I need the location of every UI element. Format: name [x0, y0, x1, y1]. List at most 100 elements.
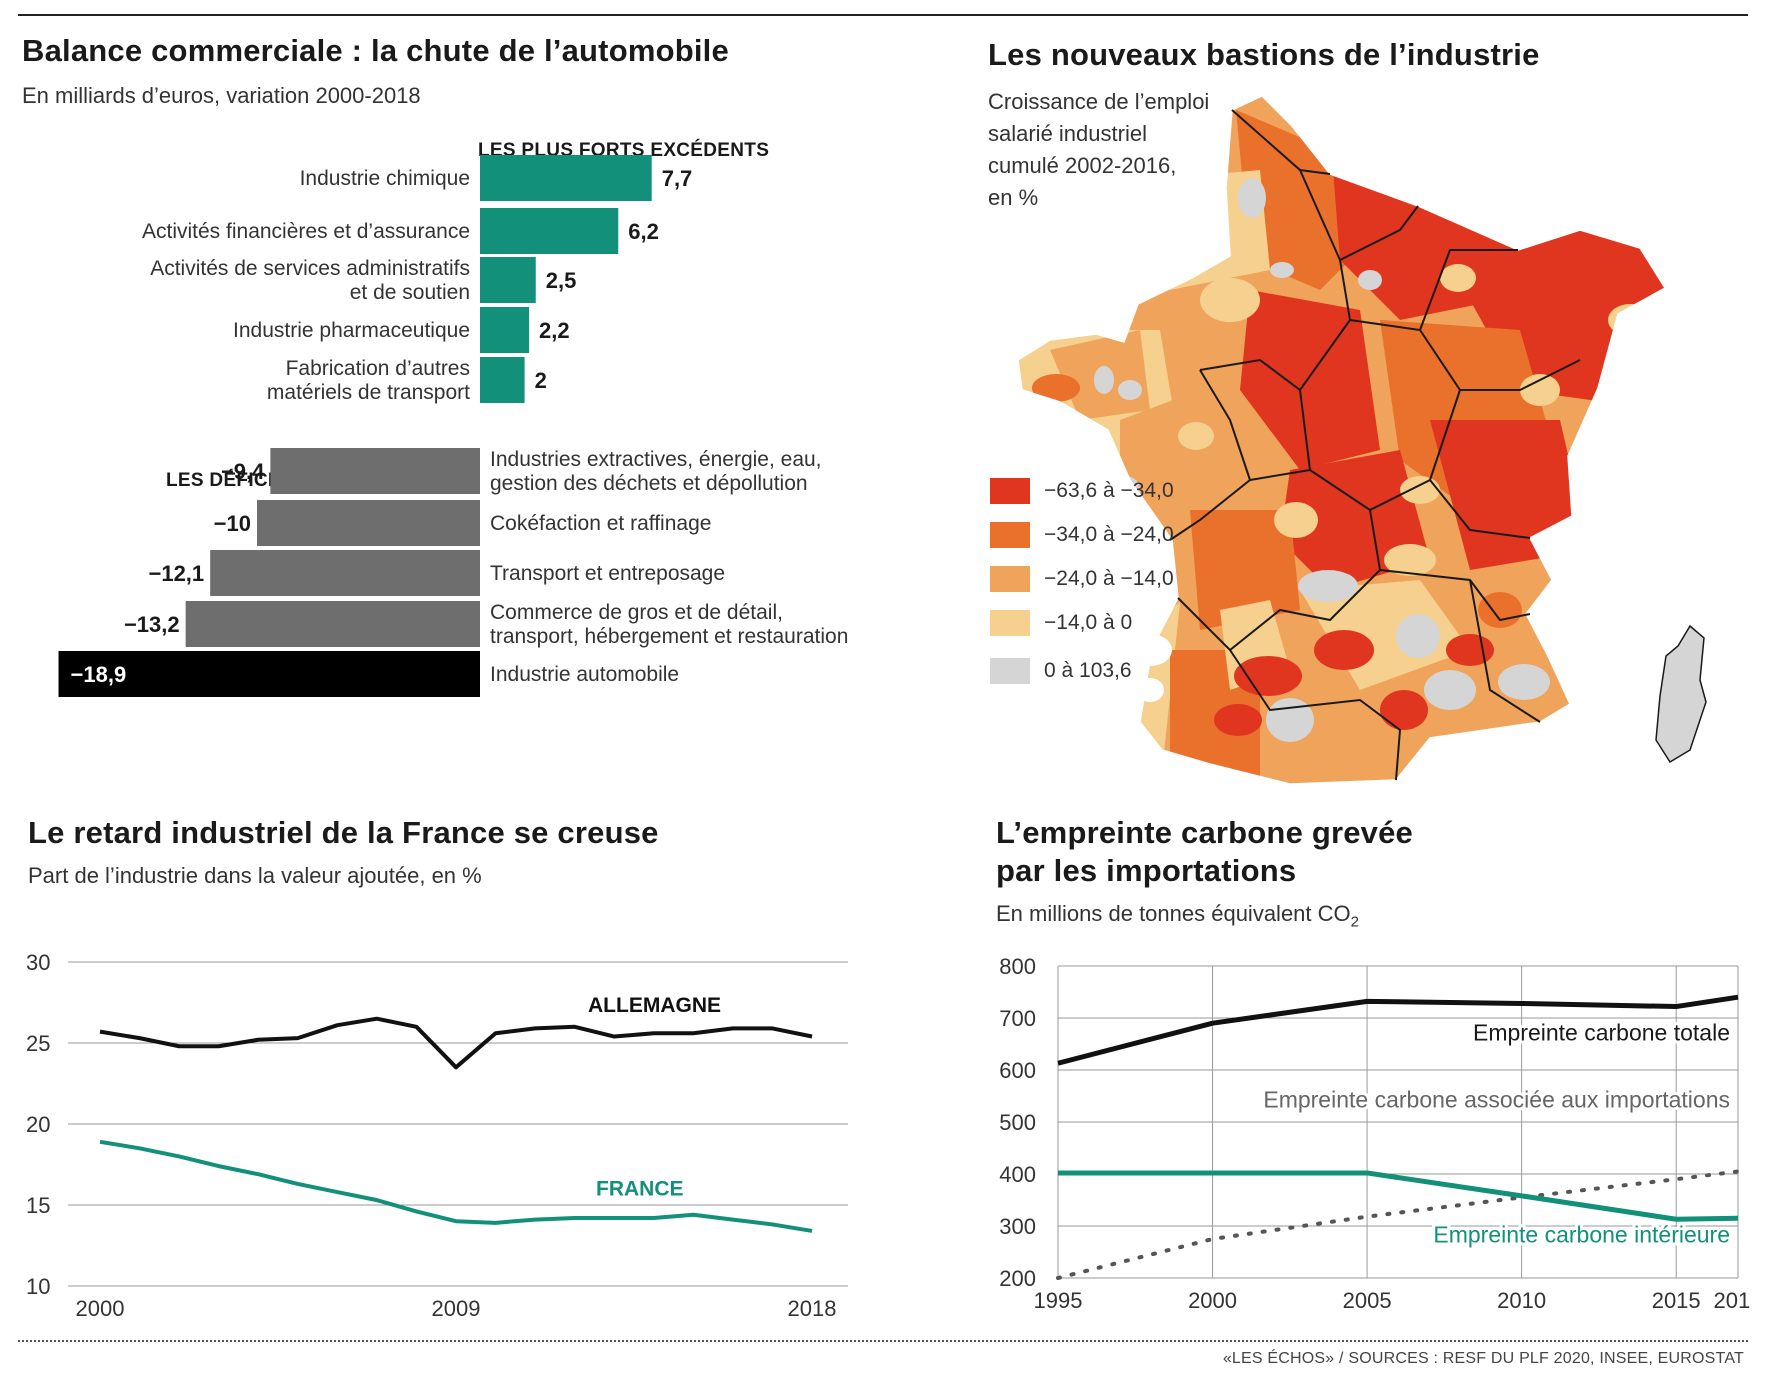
map-subtitle-line: cumulé 2002-2016,	[988, 153, 1177, 178]
surplus-value-label: 6,2	[628, 219, 659, 244]
top-rule	[18, 14, 1748, 16]
y-tick-label: 800	[999, 954, 1036, 979]
source-credit: «LES ÉCHOS» / SOURCES : RESF DU PLF 2020…	[1222, 1350, 1744, 1367]
x-tick-label: 1995	[1034, 1288, 1083, 1313]
y-tick-label: 10	[26, 1274, 50, 1299]
bottom-dotted-rule	[18, 1340, 1748, 1342]
imports-footprint-label: Empreinte carbone associée aux importati…	[1263, 1086, 1730, 1112]
germany-line	[99, 1016, 813, 1070]
deficit-category-label: transport, hébergement et restauration	[490, 625, 848, 648]
deficit-value-label: −18,9	[71, 662, 127, 687]
surplus-bar	[480, 357, 525, 403]
industry-share-subtitle: Part de l’industrie dans la valeur ajout…	[28, 863, 482, 888]
map-legend-swatch	[990, 522, 1030, 548]
deficit-category-label: Industrie automobile	[490, 663, 679, 686]
map-legend-item: 0 à 103,6	[990, 658, 1132, 686]
carbon-title: L’empreinte carbone grevée par les impor…	[996, 814, 1413, 890]
surplus-value-label: 2	[535, 368, 547, 393]
map-legend-swatch	[990, 658, 1030, 684]
total-footprint-line	[1057, 994, 1739, 1066]
map-mainland-fill	[1018, 96, 1665, 784]
map-legend-item: −14,0 à 0	[990, 610, 1132, 638]
y-tick-label: 400	[999, 1162, 1036, 1187]
deficit-bar	[270, 448, 480, 494]
france-series-label: FRANCE	[596, 1177, 684, 1200]
x-tick-label: 2010	[1497, 1288, 1546, 1313]
deficit-value-label: −13,2	[124, 612, 180, 637]
carbon-title-line: par les importations	[996, 853, 1297, 888]
deficit-category-label: Industries extractives, énergie, eau,	[490, 448, 822, 471]
industry-share-title: Le retard industriel de la France se cre…	[28, 815, 659, 850]
surplus-value-label: 2,2	[539, 318, 570, 343]
map-subtitle: Croissance de l’emploi salarié industrie…	[988, 86, 1209, 214]
total-footprint-label: Empreinte carbone totale	[1473, 1019, 1730, 1045]
map-legend-item: −63,6 à −34,0	[990, 478, 1174, 506]
deficit-bar	[257, 500, 480, 546]
y-tick-label: 20	[26, 1112, 50, 1137]
map-subtitle-line: Croissance de l’emploi	[988, 89, 1210, 114]
map-subtitle-line: salarié industriel	[988, 121, 1147, 146]
y-tick-label: 25	[26, 1031, 50, 1056]
map-region-borders	[1169, 109, 1581, 781]
carbon-subtitle-subscript: 2	[1350, 913, 1359, 931]
domestic-footprint-label: Empreinte carbone intérieure	[1433, 1222, 1730, 1248]
y-tick-label: 15	[26, 1193, 50, 1218]
x-tick-label: 2017	[1714, 1288, 1750, 1313]
deficit-category-label: Commerce de gros et de détail,	[490, 601, 783, 624]
deficit-value-label: −12,1	[148, 561, 204, 586]
y-tick-label: 700	[999, 1006, 1036, 1031]
france-line	[99, 1139, 813, 1233]
x-tick-label: 2015	[1652, 1288, 1701, 1313]
map-legend-swatch	[990, 478, 1030, 504]
deficit-category-label: Transport et entreposage	[490, 562, 725, 585]
map-legend-item: −34,0 à −24,0	[990, 522, 1174, 550]
y-tick-label: 30	[26, 950, 50, 975]
x-tick-label: 2005	[1343, 1288, 1392, 1313]
map-title: Les nouveaux bastions de l’industrie	[988, 37, 1540, 72]
carbon-subtitle-text: En millions de tonnes équivalent CO	[996, 901, 1351, 926]
domestic-footprint-line	[1058, 1170, 1739, 1222]
surplus-category-label: Activités financières et d’assurance	[142, 220, 470, 243]
map-corsica	[1655, 624, 1707, 764]
trade-balance-bar-chart: 7,7 Industrie chimique 6,2 Activités financ…	[58, 155, 848, 697]
map-legend-item: −24,0 à −14,0	[990, 566, 1174, 594]
x-tick-label: 2009	[432, 1296, 481, 1321]
surplus-category-label: matériels de transport	[267, 381, 470, 404]
map-legend-label: −14,0 à 0	[1044, 611, 1133, 634]
surplus-bar	[480, 208, 619, 254]
y-tick-label: 200	[999, 1266, 1036, 1291]
y-tick-label: 600	[999, 1058, 1036, 1083]
surplus-value-label: 7,7	[662, 166, 693, 191]
surplus-bar	[480, 307, 530, 353]
map-legend-label: −24,0 à −14,0	[1044, 567, 1174, 590]
y-tick-label: 300	[999, 1214, 1036, 1239]
industry-share-line-chart: 30 25 20 15 10 2000 2009 2018 ALLEMAGNE FRANCE	[26, 950, 848, 1321]
germany-series-label: ALLEMAGNE	[588, 994, 721, 1017]
surplus-bar	[480, 257, 536, 303]
surplus-category-label: Industrie pharmaceutique	[233, 319, 470, 342]
map-legend-label: −34,0 à −24,0	[1044, 523, 1174, 546]
map-legend-label: 0 à 103,6	[1044, 659, 1132, 682]
deficit-bar	[58, 651, 480, 697]
surplus-category-label: Activités de services administratifs	[150, 257, 470, 280]
surplus-value-label: 2,5	[546, 268, 577, 293]
map-legend-label: −63,6 à −34,0	[1044, 479, 1174, 502]
deficit-bar	[185, 601, 480, 647]
x-tick-label: 2000	[1188, 1288, 1237, 1313]
surplus-bar	[480, 155, 652, 201]
map-legend-swatch	[990, 610, 1030, 636]
trade-balance-subtitle: En milliards d’euros, variation 2000-201…	[22, 83, 421, 108]
map-legend-swatch	[990, 566, 1030, 592]
map-subtitle-line: en %	[988, 185, 1039, 210]
deficit-category-label: Cokéfaction et raffinage	[490, 512, 711, 535]
deficit-bar	[210, 550, 481, 596]
x-tick-label: 2018	[788, 1296, 837, 1321]
carbon-title-line: L’empreinte carbone grevée	[996, 815, 1413, 850]
deficit-category-label: gestion des déchets et dépollution	[490, 472, 808, 495]
imports-footprint-line	[1056, 1169, 1740, 1280]
surplus-category-label: Fabrication d’autres	[286, 357, 470, 380]
carbon-subtitle: En millions de tonnes équivalent CO2	[996, 898, 1359, 938]
surplus-category-label: Industrie chimique	[300, 167, 470, 190]
x-tick-label: 2000	[76, 1296, 125, 1321]
